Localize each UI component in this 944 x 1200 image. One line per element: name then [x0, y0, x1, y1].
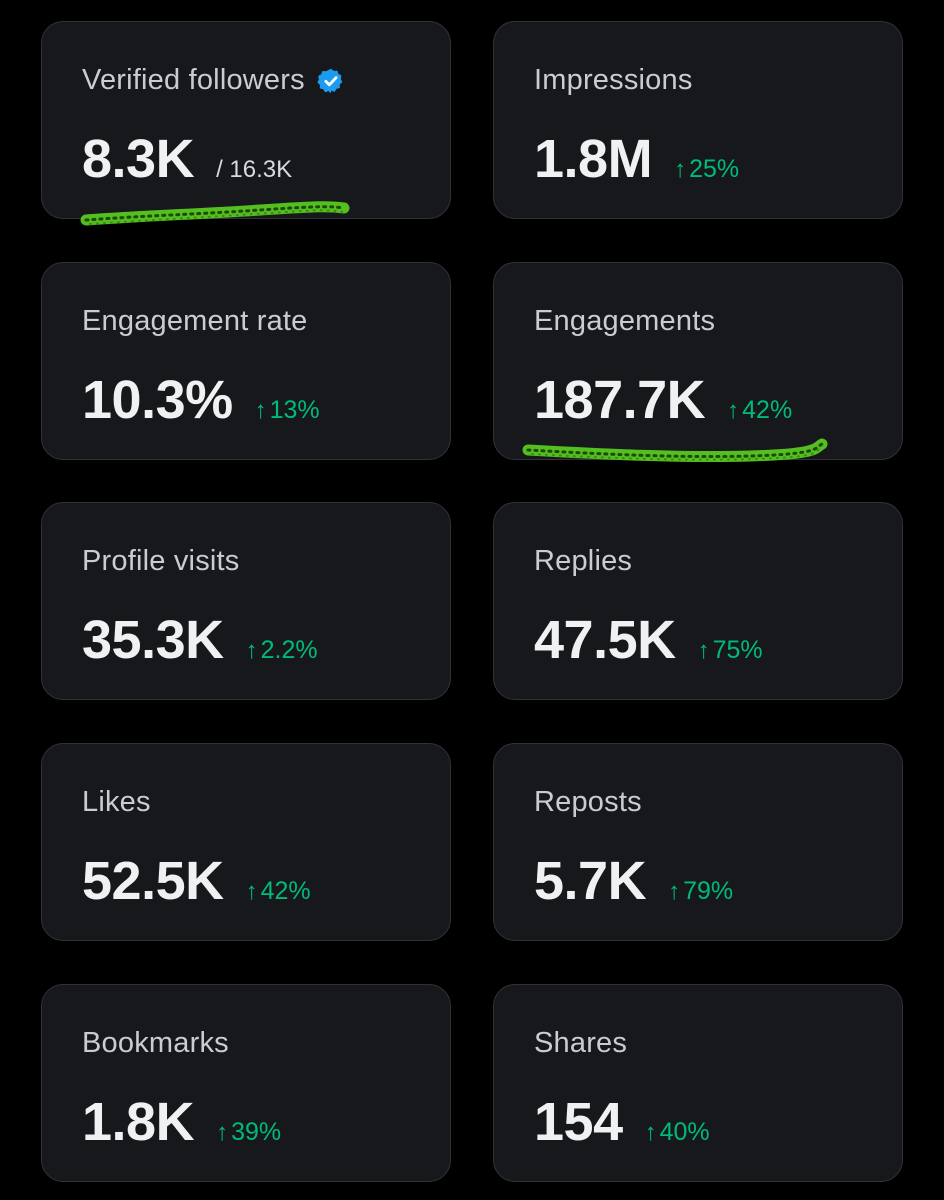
metric-value: 10.3%: [82, 370, 233, 430]
metric-card-engagement-rate[interactable]: Engagement rate 10.3% ↑ 13%: [41, 262, 451, 460]
arrow-up-icon: ↑: [245, 637, 258, 664]
metric-change: ↑ 79%: [668, 877, 733, 906]
metric-card-profile-visits[interactable]: Profile visits 35.3K ↑ 2.2%: [41, 502, 451, 700]
metric-title: Verified followers: [82, 64, 345, 97]
metric-value: 154: [534, 1092, 623, 1152]
metric-value: 1.8M: [534, 129, 653, 189]
metric-value: 1.8K: [82, 1092, 195, 1152]
verified-badge-icon: [317, 67, 345, 95]
metric-card-replies[interactable]: Replies 47.5K ↑ 75%: [493, 502, 903, 700]
metric-title: Bookmarks: [82, 1027, 229, 1059]
arrow-up-icon: ↑: [644, 1119, 657, 1146]
metric-change-value: 13%: [269, 396, 320, 424]
metric-change: ↑ 42%: [246, 877, 311, 906]
arrow-up-icon: ↑: [727, 397, 740, 424]
metric-value-row: 47.5K ↑ 75%: [534, 609, 763, 671]
metric-change: ↑ 2.2%: [246, 636, 318, 665]
metric-change-value: 40%: [659, 1118, 710, 1146]
metric-value: 52.5K: [82, 851, 224, 911]
arrow-up-icon: ↑: [216, 1119, 229, 1146]
metric-change: ↑ 42%: [727, 396, 792, 425]
metric-value-row: 1.8K ↑ 39%: [82, 1091, 281, 1153]
metric-change-value: 39%: [231, 1118, 282, 1146]
metric-title: Engagements: [534, 305, 716, 337]
metric-change-value: 25%: [689, 155, 740, 183]
metric-title: Engagement rate: [82, 305, 308, 337]
metric-value: 5.7K: [534, 851, 647, 911]
metric-value: 35.3K: [82, 610, 224, 670]
metric-title: Shares: [534, 1027, 628, 1059]
metric-change: ↑ 39%: [216, 1118, 281, 1147]
metric-title-label: Verified followers: [82, 64, 305, 96]
metric-change-value: 75%: [712, 636, 763, 664]
metric-change-value: 42%: [742, 396, 793, 424]
metric-card-likes[interactable]: Likes 52.5K ↑ 42%: [41, 743, 451, 941]
metric-change: ↑ 13%: [255, 396, 320, 425]
metric-value: 187.7K: [534, 370, 706, 430]
arrow-up-icon: ↑: [245, 878, 258, 905]
metric-change: ↑ 25%: [674, 155, 739, 184]
metric-title: Replies: [534, 545, 633, 577]
metric-change-value: 2.2%: [260, 636, 318, 664]
metric-total: / 16.3K: [216, 156, 293, 183]
metric-value-row: 187.7K ↑ 42%: [534, 369, 792, 431]
metric-card-shares[interactable]: Shares 154 ↑ 40%: [493, 984, 903, 1182]
metric-value-row: 52.5K ↑ 42%: [82, 850, 311, 912]
metric-value: 47.5K: [534, 610, 676, 670]
metric-value-row: 35.3K ↑ 2.2%: [82, 609, 318, 671]
metric-value-row: 154 ↑ 40%: [534, 1091, 710, 1153]
metric-value: 8.3K: [82, 129, 195, 189]
metric-card-bookmarks[interactable]: Bookmarks 1.8K ↑ 39%: [41, 984, 451, 1182]
metric-title: Likes: [82, 786, 151, 818]
metric-card-engagements[interactable]: Engagements 187.7K ↑ 42%: [493, 262, 903, 460]
arrow-up-icon: ↑: [668, 878, 681, 905]
metric-card-verified-followers[interactable]: Verified followers 8.3K / 16.3K: [41, 21, 451, 219]
metric-title: Impressions: [534, 64, 693, 96]
metric-value-row: 1.8M ↑ 25%: [534, 128, 739, 190]
metric-card-reposts[interactable]: Reposts 5.7K ↑ 79%: [493, 743, 903, 941]
arrow-up-icon: ↑: [674, 156, 687, 183]
metric-card-impressions[interactable]: Impressions 1.8M ↑ 25%: [493, 21, 903, 219]
metric-value-row: 10.3% ↑ 13%: [82, 369, 320, 431]
metric-title: Reposts: [534, 786, 642, 818]
highlight-scribble-engagements: [522, 438, 828, 463]
arrow-up-icon: ↑: [254, 397, 267, 424]
highlight-scribble-followers: [80, 201, 350, 226]
arrow-up-icon: ↑: [697, 637, 710, 664]
metric-value-row: 5.7K ↑ 79%: [534, 850, 733, 912]
metric-value-row: 8.3K / 16.3K: [82, 128, 292, 190]
metric-title: Profile visits: [82, 545, 240, 577]
metric-change: ↑ 40%: [645, 1118, 710, 1147]
metric-change-value: 79%: [683, 877, 734, 905]
metric-change-value: 42%: [260, 877, 311, 905]
metric-change: ↑ 75%: [698, 636, 763, 665]
